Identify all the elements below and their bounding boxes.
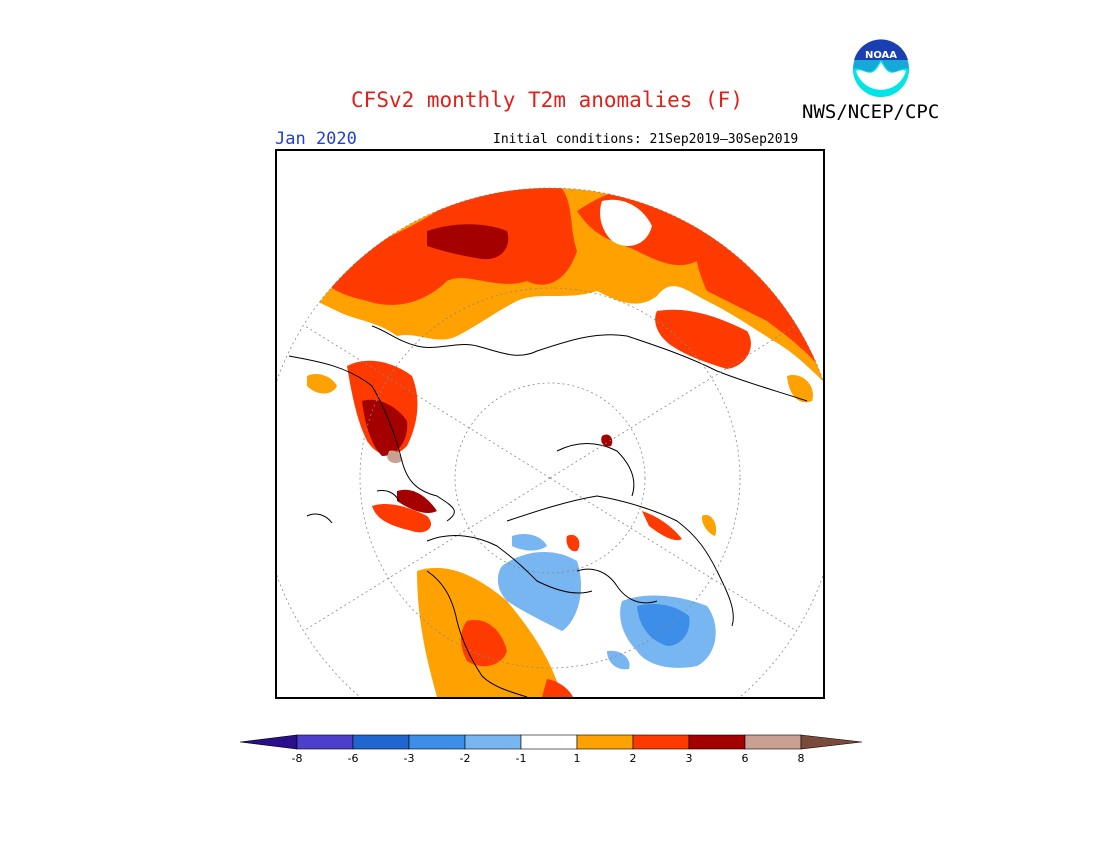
valid-month: Jan 2020 [275,129,357,149]
colorbar-tick: -8 [291,752,303,765]
cold-region-canada [497,534,582,631]
colorbar-bin [688,734,746,750]
colorbar-tick: 2 [629,752,637,765]
colorbar-tick: 8 [797,752,805,765]
colorbar-bin [296,734,354,750]
colorbar-tick: -1 [515,752,527,765]
map-title: CFSv2 monthly T2m anomalies (F) [351,88,743,112]
agency-label: NWS/NCEP/CPC [802,101,940,123]
map-boundary-circle [277,187,823,697]
polar-map [277,187,823,697]
colorbar-tick: -3 [403,752,415,765]
colorbar-arrow-low [239,734,298,750]
cold-region-siberia [607,595,716,670]
map-frame [275,149,825,699]
colorbar-bin [576,734,634,750]
warm-patches-siberia [566,375,813,552]
initial-conditions: Initial conditions: 21Sep2019—30Sep2019 [493,132,799,147]
svg-text:NOAA: NOAA [865,50,897,61]
warm-region-north-america [372,489,573,697]
colorbar [239,732,863,756]
colorbar-bin [464,734,522,750]
colorbar-tick: 1 [573,752,581,765]
colorbar-tick: 3 [685,752,693,765]
colorbar-bin [744,734,802,750]
colorbar-tick: -2 [459,752,471,765]
colorbar-bin [520,734,578,750]
noaa-logo-icon: NOAA [850,38,912,100]
coastlines [288,325,808,697]
colorbar-bin [632,734,690,750]
colorbar-arrow-high [800,734,863,750]
colorbar-tick: 6 [741,752,749,765]
colorbar-bin [352,734,410,750]
colorbar-bin [408,734,466,750]
colorbar-tick: -6 [347,752,359,765]
graticule [296,287,804,669]
warm-region-greenland [307,360,418,464]
